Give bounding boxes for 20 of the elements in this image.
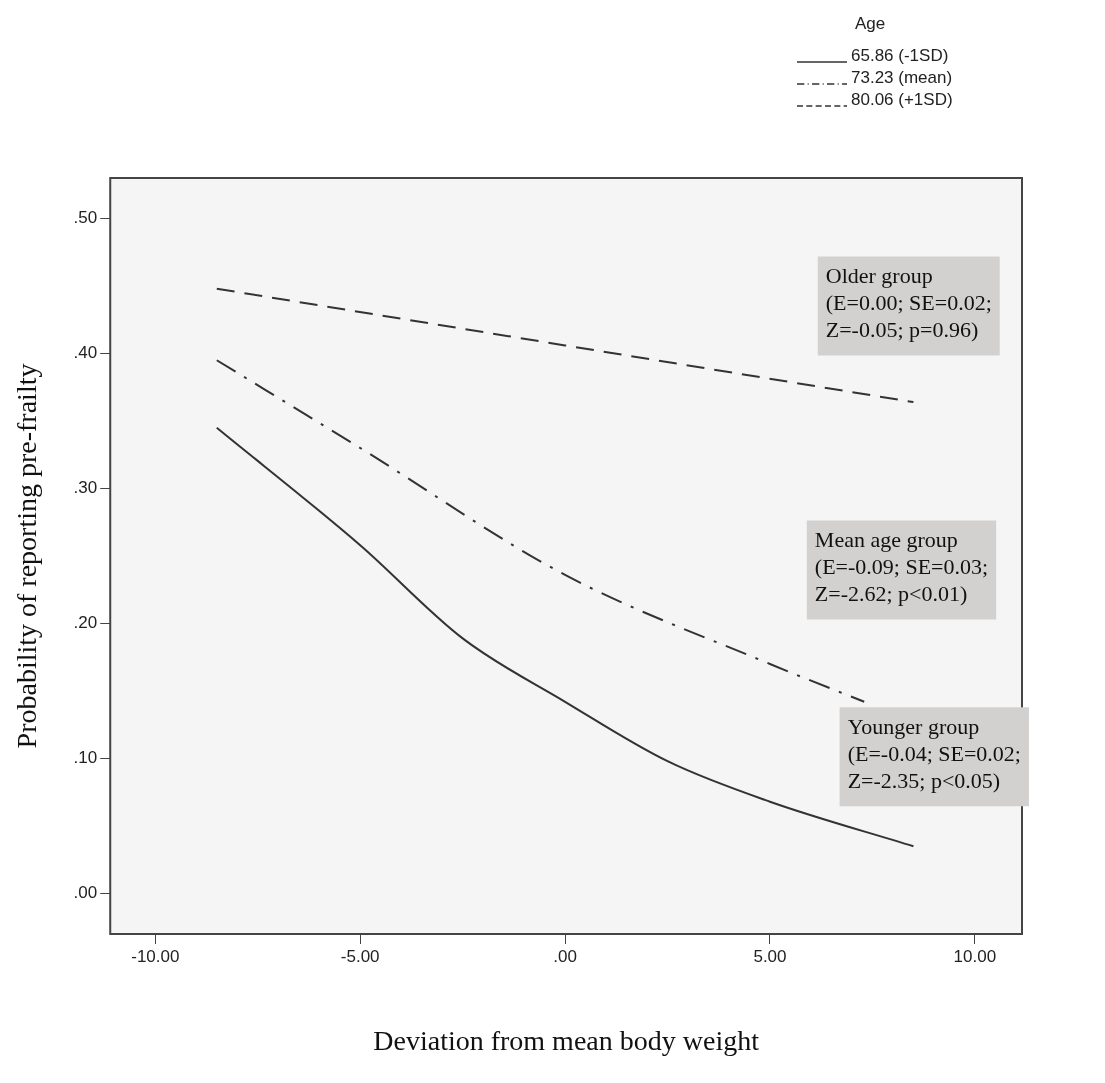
x-axis-title: Deviation from mean body weight — [373, 1024, 760, 1056]
y-tick-label: .20 — [73, 613, 98, 633]
x-tick-label: 10.00 — [953, 946, 997, 966]
x-tick-label: .00 — [553, 946, 577, 966]
y-tick-label: .40 — [73, 343, 98, 363]
legend-title: Age — [855, 13, 886, 33]
annotation: Older group (E=0.00; SE=0.02; Z=-0.05; p=0.96) — [825, 263, 992, 343]
y-tick-label: .00 — [73, 883, 98, 903]
legend-label: 73.23 (mean) — [851, 67, 953, 87]
x-tick-label: 5.00 — [753, 946, 787, 966]
y-tick-label: .50 — [73, 208, 98, 228]
legend-label: 80.06 (+1SD) — [851, 89, 953, 109]
annotation: Mean age group (E=-0.09; SE=0.03; Z=-2.62; p<0.01) — [814, 527, 989, 607]
y-tick-label: .30 — [73, 478, 98, 498]
y-axis-title: Probability of reporting pre-frailty — [11, 363, 43, 749]
annotation: Younger group (E=-0.04; SE=0.02; Z=-2.35; p<0.05) — [847, 713, 1021, 793]
x-tick-label: -10.00 — [131, 946, 180, 966]
y-tick-label: .10 — [73, 748, 98, 768]
x-tick-label: -5.00 — [340, 946, 380, 966]
legend-label: 65.86 (-1SD) — [851, 45, 949, 65]
